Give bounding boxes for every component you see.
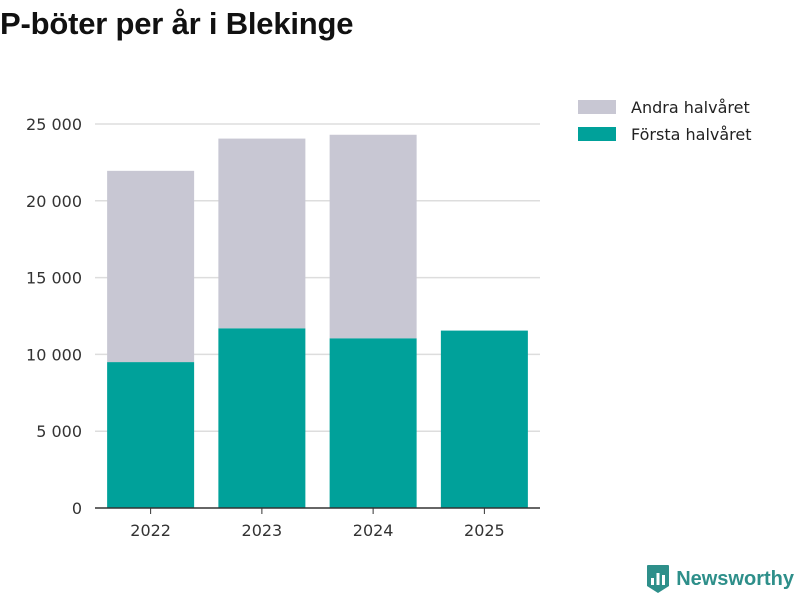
x-tick-label: 2023 — [242, 521, 283, 540]
y-tick-label: 15 000 — [26, 269, 82, 288]
newsworthy-brand: Newsworthy — [646, 564, 794, 594]
y-tick-label: 10 000 — [26, 345, 82, 364]
chart-title: P-böter per år i Blekinge — [0, 6, 354, 41]
bar-2025-Första halvåret — [440, 330, 528, 508]
bar-2023-Andra halvåret — [218, 138, 306, 329]
bar-2023-Första halvåret — [218, 328, 306, 508]
y-tick-label: 0 — [72, 499, 82, 518]
newsworthy-logo-icon — [647, 565, 670, 593]
y-tick-label: 25 000 — [26, 115, 82, 134]
x-tick-label: 2024 — [353, 521, 394, 540]
y-tick-label: 5 000 — [36, 422, 82, 441]
y-tick-label: 20 000 — [26, 192, 82, 211]
legend-label: Andra halvåret — [631, 98, 750, 117]
bar-2022-Första halvåret — [107, 362, 195, 508]
x-tick-label: 2022 — [130, 521, 171, 540]
brand-name: Newsworthy — [676, 567, 794, 590]
legend-swatch — [578, 127, 616, 141]
legend-swatch — [578, 100, 616, 114]
legend-label: Första halvåret — [631, 125, 752, 144]
x-tick-label: 2025 — [464, 521, 505, 540]
bar-2024-Andra halvåret — [329, 134, 417, 339]
bar-2022-Andra halvåret — [107, 170, 195, 363]
bar-2024-Första halvåret — [329, 338, 417, 508]
